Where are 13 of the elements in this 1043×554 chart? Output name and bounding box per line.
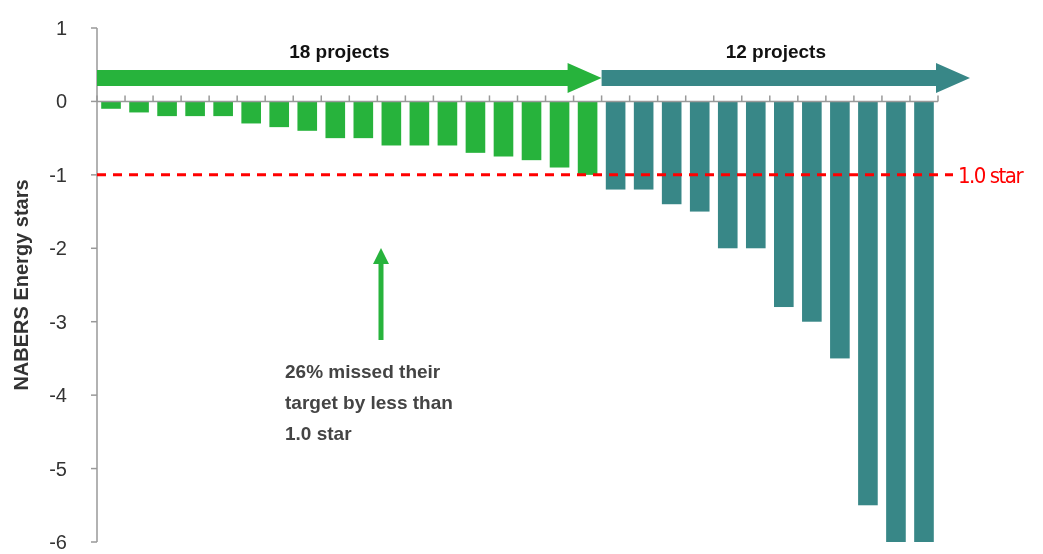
annotation: 12 projects (725, 41, 826, 62)
annotation: 18 projects (289, 41, 390, 62)
y-tick-label: -2 (49, 237, 67, 260)
annotation: 26% missed their target by less than 1.0 star (285, 361, 453, 444)
y-tick-label: -1 (49, 163, 67, 186)
y-tick-label: -6 (49, 531, 67, 553)
y-axis-title: NABERS Energy stars (10, 179, 32, 391)
y-tick-label: -3 (49, 310, 67, 333)
y-tick-label: 0 (55, 90, 67, 113)
ref-line-label: 1.0 star (958, 162, 1025, 188)
y-tick-label: -4 (49, 384, 67, 407)
y-tick-label: 1 (55, 17, 67, 39)
y-tick-label: -5 (49, 457, 67, 480)
